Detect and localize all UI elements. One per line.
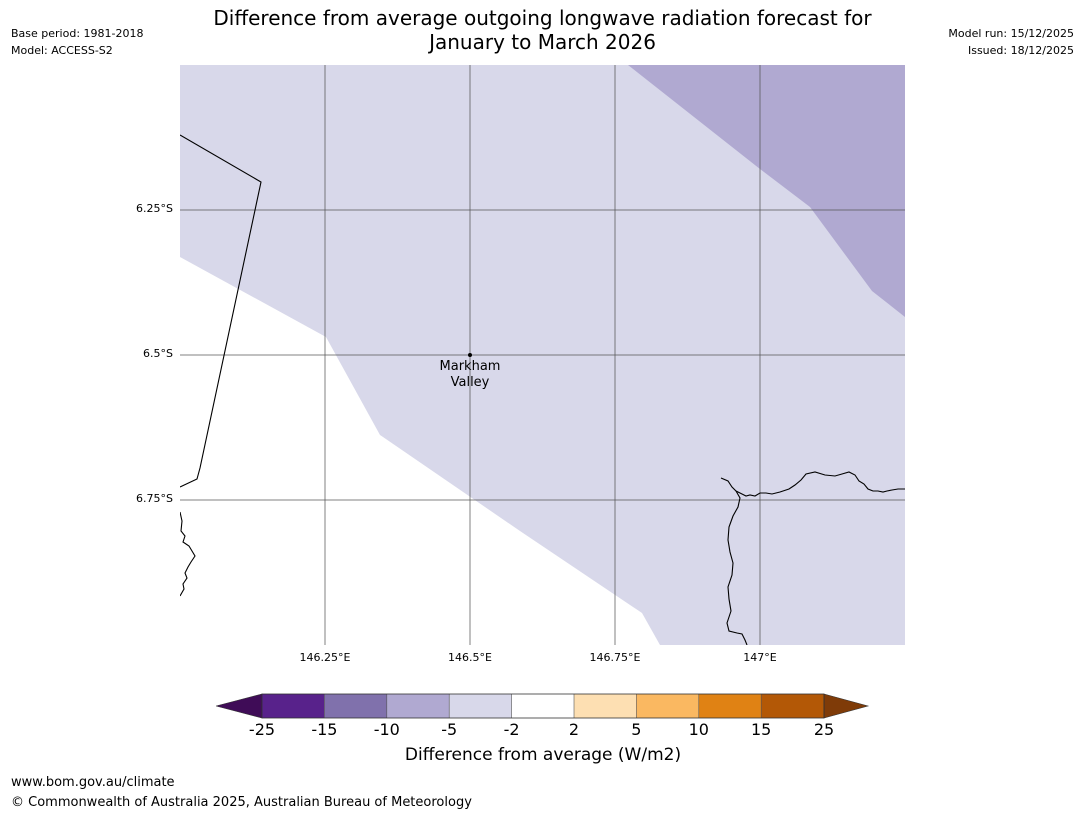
coastline-east [720,471,905,497]
colorbar-segment-2 [324,694,387,718]
colorbar-tick: 2 [568,720,580,739]
lat-label-6.5: 6.5°S [143,347,173,360]
region-boundary-line [180,134,262,488]
colorbar [214,692,870,720]
colorbar-extend-high [823,693,870,719]
place-name-line-2: Valley [450,375,490,390]
colorbar-tick: -5 [441,720,458,739]
footer-url: www.bom.gov.au/climate [11,775,175,790]
colorbar-segment-7 [636,694,699,718]
lon-label-147: 147°E [743,651,777,664]
place-name-line-1: Markham [439,359,501,374]
colorbar-tick: -10 [373,720,400,739]
map-panel[interactable] [180,65,905,645]
colorbar-segment-5 [511,694,574,718]
colorbar-segment-3 [386,694,450,718]
colorbar-segment-9 [761,694,824,718]
metadata-right: Model run: 15/12/2025 Issued: 18/12/2025 [948,25,1074,59]
colorbar-segment-1 [262,694,325,718]
colorbar-tick: -2 [503,720,520,739]
lon-label-146.5: 146.5°E [448,651,492,664]
colorbar-segment-8 [698,694,762,718]
coastline-west [180,511,196,597]
colorbar-segment-6 [574,694,637,718]
colorbar-label: Difference from average (W/m2) [404,745,682,765]
map-title: Difference from average outgoing longwav… [180,6,905,54]
colorbar-segment-4 [449,694,512,718]
base-period-text: Base period: 1981-2018 [11,27,144,40]
coastline-river-south [726,490,748,645]
colorbar-tick: 25 [813,720,835,739]
lon-label-146.75: 146.75°E [589,651,641,664]
lon-label-146.25: 146.25°E [299,651,351,664]
colorbar-tick: 15 [751,720,772,739]
metadata-left: Base period: 1981-2018 Model: ACCESS-S2 [11,25,143,59]
markham-valley-label: Markham Valley [410,359,530,391]
map-canvas [180,65,905,645]
colorbar-extend-low [214,693,263,719]
title-line-1: Difference from average outgoing longwav… [213,6,872,30]
footer-copyright: © Commonwealth of Australia 2025, Austra… [11,795,472,810]
lat-label-6.75: 6.75°S [136,492,173,505]
colorbar-tick: -25 [248,720,276,739]
colorbar-tick: -15 [311,720,338,739]
title-line-2: January to March 2026 [429,30,656,54]
model-text: Model: ACCESS-S2 [11,44,113,57]
model-run-text: Model run: 15/12/2025 [948,27,1074,40]
lat-label-6.25: 6.25°S [136,202,173,215]
markham-valley-marker[interactable] [468,353,472,357]
colorbar-tick: 5 [631,720,642,739]
issued-text: Issued: 18/12/2025 [967,44,1074,57]
colorbar-tick: 10 [688,720,709,739]
region-minus10-to-minus5 [628,65,905,317]
